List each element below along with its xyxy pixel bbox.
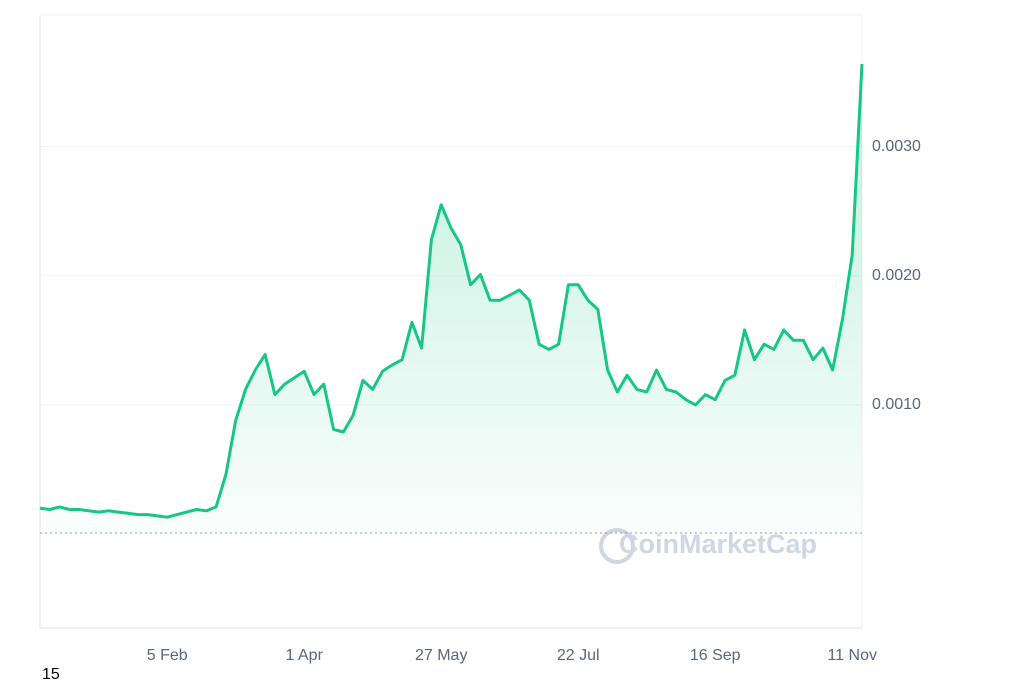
x-tick-label: 11 Nov bbox=[827, 647, 877, 664]
x-tick-label: 1 Apr bbox=[286, 647, 324, 664]
x-tick-label: 27 May bbox=[415, 647, 467, 664]
x-tick-label: 5 Feb bbox=[147, 647, 188, 664]
corner-label: 15 bbox=[42, 666, 60, 683]
y-tick-label: 0.0010 bbox=[872, 396, 921, 413]
x-tick-label: 16 Sep bbox=[690, 647, 741, 664]
area bbox=[40, 64, 862, 534]
watermark: CoinMarketCap bbox=[619, 529, 817, 559]
y-tick-label: 0.0020 bbox=[872, 267, 921, 284]
y-tick-label: 0.0030 bbox=[872, 138, 921, 155]
price-line bbox=[39, 64, 864, 519]
x-tick-label: 22 Jul bbox=[557, 647, 600, 664]
